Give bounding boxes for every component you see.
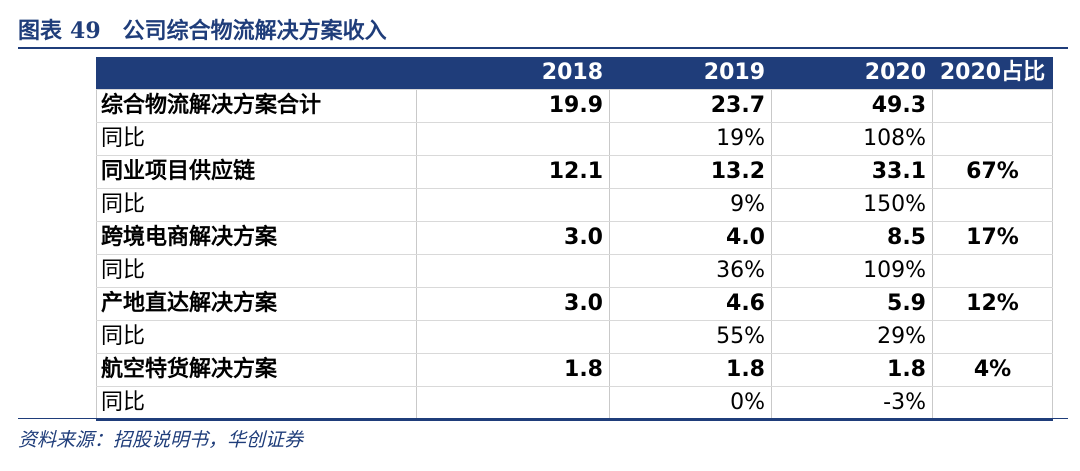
value-2018-cell xyxy=(416,386,610,421)
share-2020-cell xyxy=(932,254,1053,288)
value-2020-cell: 108% xyxy=(771,122,933,156)
header-cell-2019: 2019 xyxy=(609,57,772,90)
value-2019-cell: 36% xyxy=(609,254,772,288)
value-2018-cell: 12.1 xyxy=(416,155,610,189)
header-cell-label xyxy=(96,57,417,90)
figure-label: 图表 xyxy=(18,18,63,44)
value-2018-cell xyxy=(416,254,610,288)
value-2019-cell: 23.7 xyxy=(609,89,772,123)
table-row: 综合物流解决方案合计 19.9 23.7 49.3 xyxy=(96,89,1053,123)
table-body: 综合物流解决方案合计 19.9 23.7 49.3 同比 19% 108% 同业项目供应链 12… xyxy=(96,89,1053,421)
table-row: 同业项目供应链 12.1 13.2 33.1 67% xyxy=(96,155,1053,189)
value-2019-cell: 0% xyxy=(609,386,772,421)
value-2018-cell xyxy=(416,320,610,354)
share-2020-cell: 67% xyxy=(932,155,1053,189)
table-row: 产地直达解决方案 3.0 4.6 5.9 12% xyxy=(96,287,1053,321)
value-2020-cell: 109% xyxy=(771,254,933,288)
value-2019-cell: 4.6 xyxy=(609,287,772,321)
source-divider xyxy=(18,418,1068,419)
row-label-cell: 跨境电商解决方案 xyxy=(96,221,417,255)
row-label-cell: 产地直达解决方案 xyxy=(96,287,417,321)
revenue-table: 2018 2019 2020 2020占比 综合物流解决方案合计 19.9 23.7… xyxy=(96,57,1053,421)
figure-title: 图表 49 公司综合物流解决方案收入 xyxy=(18,14,1068,48)
table-row-yoy: 同比 55% 29% xyxy=(96,320,1053,354)
figure-caption: 公司综合物流解决方案收入 xyxy=(122,18,387,44)
value-2018-cell xyxy=(416,188,610,222)
value-2020-cell: 1.8 xyxy=(771,353,933,387)
table-header-row: 2018 2019 2020 2020占比 xyxy=(96,57,1053,90)
row-label-cell: 同比 xyxy=(96,188,417,222)
value-2019-cell: 1.8 xyxy=(609,353,772,387)
header-cell-2020: 2020 xyxy=(771,57,933,90)
figure-number: 49 xyxy=(70,18,101,44)
table-row: 跨境电商解决方案 3.0 4.0 8.5 17% xyxy=(96,221,1053,255)
value-2020-cell: 49.3 xyxy=(771,89,933,123)
share-2020-cell: 4% xyxy=(932,353,1053,387)
value-2018-cell xyxy=(416,122,610,156)
value-2019-cell: 13.2 xyxy=(609,155,772,189)
share-2020-cell xyxy=(932,320,1053,354)
table-row: 航空特货解决方案 1.8 1.8 1.8 4% xyxy=(96,353,1053,387)
value-2020-cell: 150% xyxy=(771,188,933,222)
table-row-yoy: 同比 36% 109% xyxy=(96,254,1053,288)
value-2020-cell: 33.1 xyxy=(771,155,933,189)
value-2018-cell: 3.0 xyxy=(416,221,610,255)
value-2019-cell: 4.0 xyxy=(609,221,772,255)
share-2020-cell xyxy=(932,89,1053,123)
value-2019-cell: 19% xyxy=(609,122,772,156)
share-2020-cell xyxy=(932,386,1053,421)
revenue-table-container: 2018 2019 2020 2020占比 综合物流解决方案合计 19.9 23.7… xyxy=(96,57,1053,421)
source-note: 资料来源：招股说明书，华创证券 xyxy=(18,429,304,451)
header-cell-share: 2020占比 xyxy=(932,57,1053,90)
table-row-yoy: 同比 19% 108% xyxy=(96,122,1053,156)
header-cell-2018: 2018 xyxy=(416,57,610,90)
share-2020-cell: 12% xyxy=(932,287,1053,321)
title-divider xyxy=(18,47,1068,49)
value-2019-cell: 9% xyxy=(609,188,772,222)
row-label-cell: 同比 xyxy=(96,122,417,156)
table-row-yoy: 同比 0% -3% xyxy=(96,386,1053,421)
share-2020-cell xyxy=(932,122,1053,156)
value-2020-cell: 29% xyxy=(771,320,933,354)
table-row-yoy: 同比 9% 150% xyxy=(96,188,1053,222)
share-2020-cell: 17% xyxy=(932,221,1053,255)
row-label-cell: 综合物流解决方案合计 xyxy=(96,89,417,123)
value-2020-cell: 5.9 xyxy=(771,287,933,321)
row-label-cell: 同比 xyxy=(96,386,417,421)
value-2020-cell: 8.5 xyxy=(771,221,933,255)
value-2018-cell: 19.9 xyxy=(416,89,610,123)
row-label-cell: 航空特货解决方案 xyxy=(96,353,417,387)
row-label-cell: 同比 xyxy=(96,320,417,354)
value-2018-cell: 1.8 xyxy=(416,353,610,387)
value-2020-cell: -3% xyxy=(771,386,933,421)
share-2020-cell xyxy=(932,188,1053,222)
value-2019-cell: 55% xyxy=(609,320,772,354)
row-label-cell: 同比 xyxy=(96,254,417,288)
value-2018-cell: 3.0 xyxy=(416,287,610,321)
row-label-cell: 同业项目供应链 xyxy=(96,155,417,189)
